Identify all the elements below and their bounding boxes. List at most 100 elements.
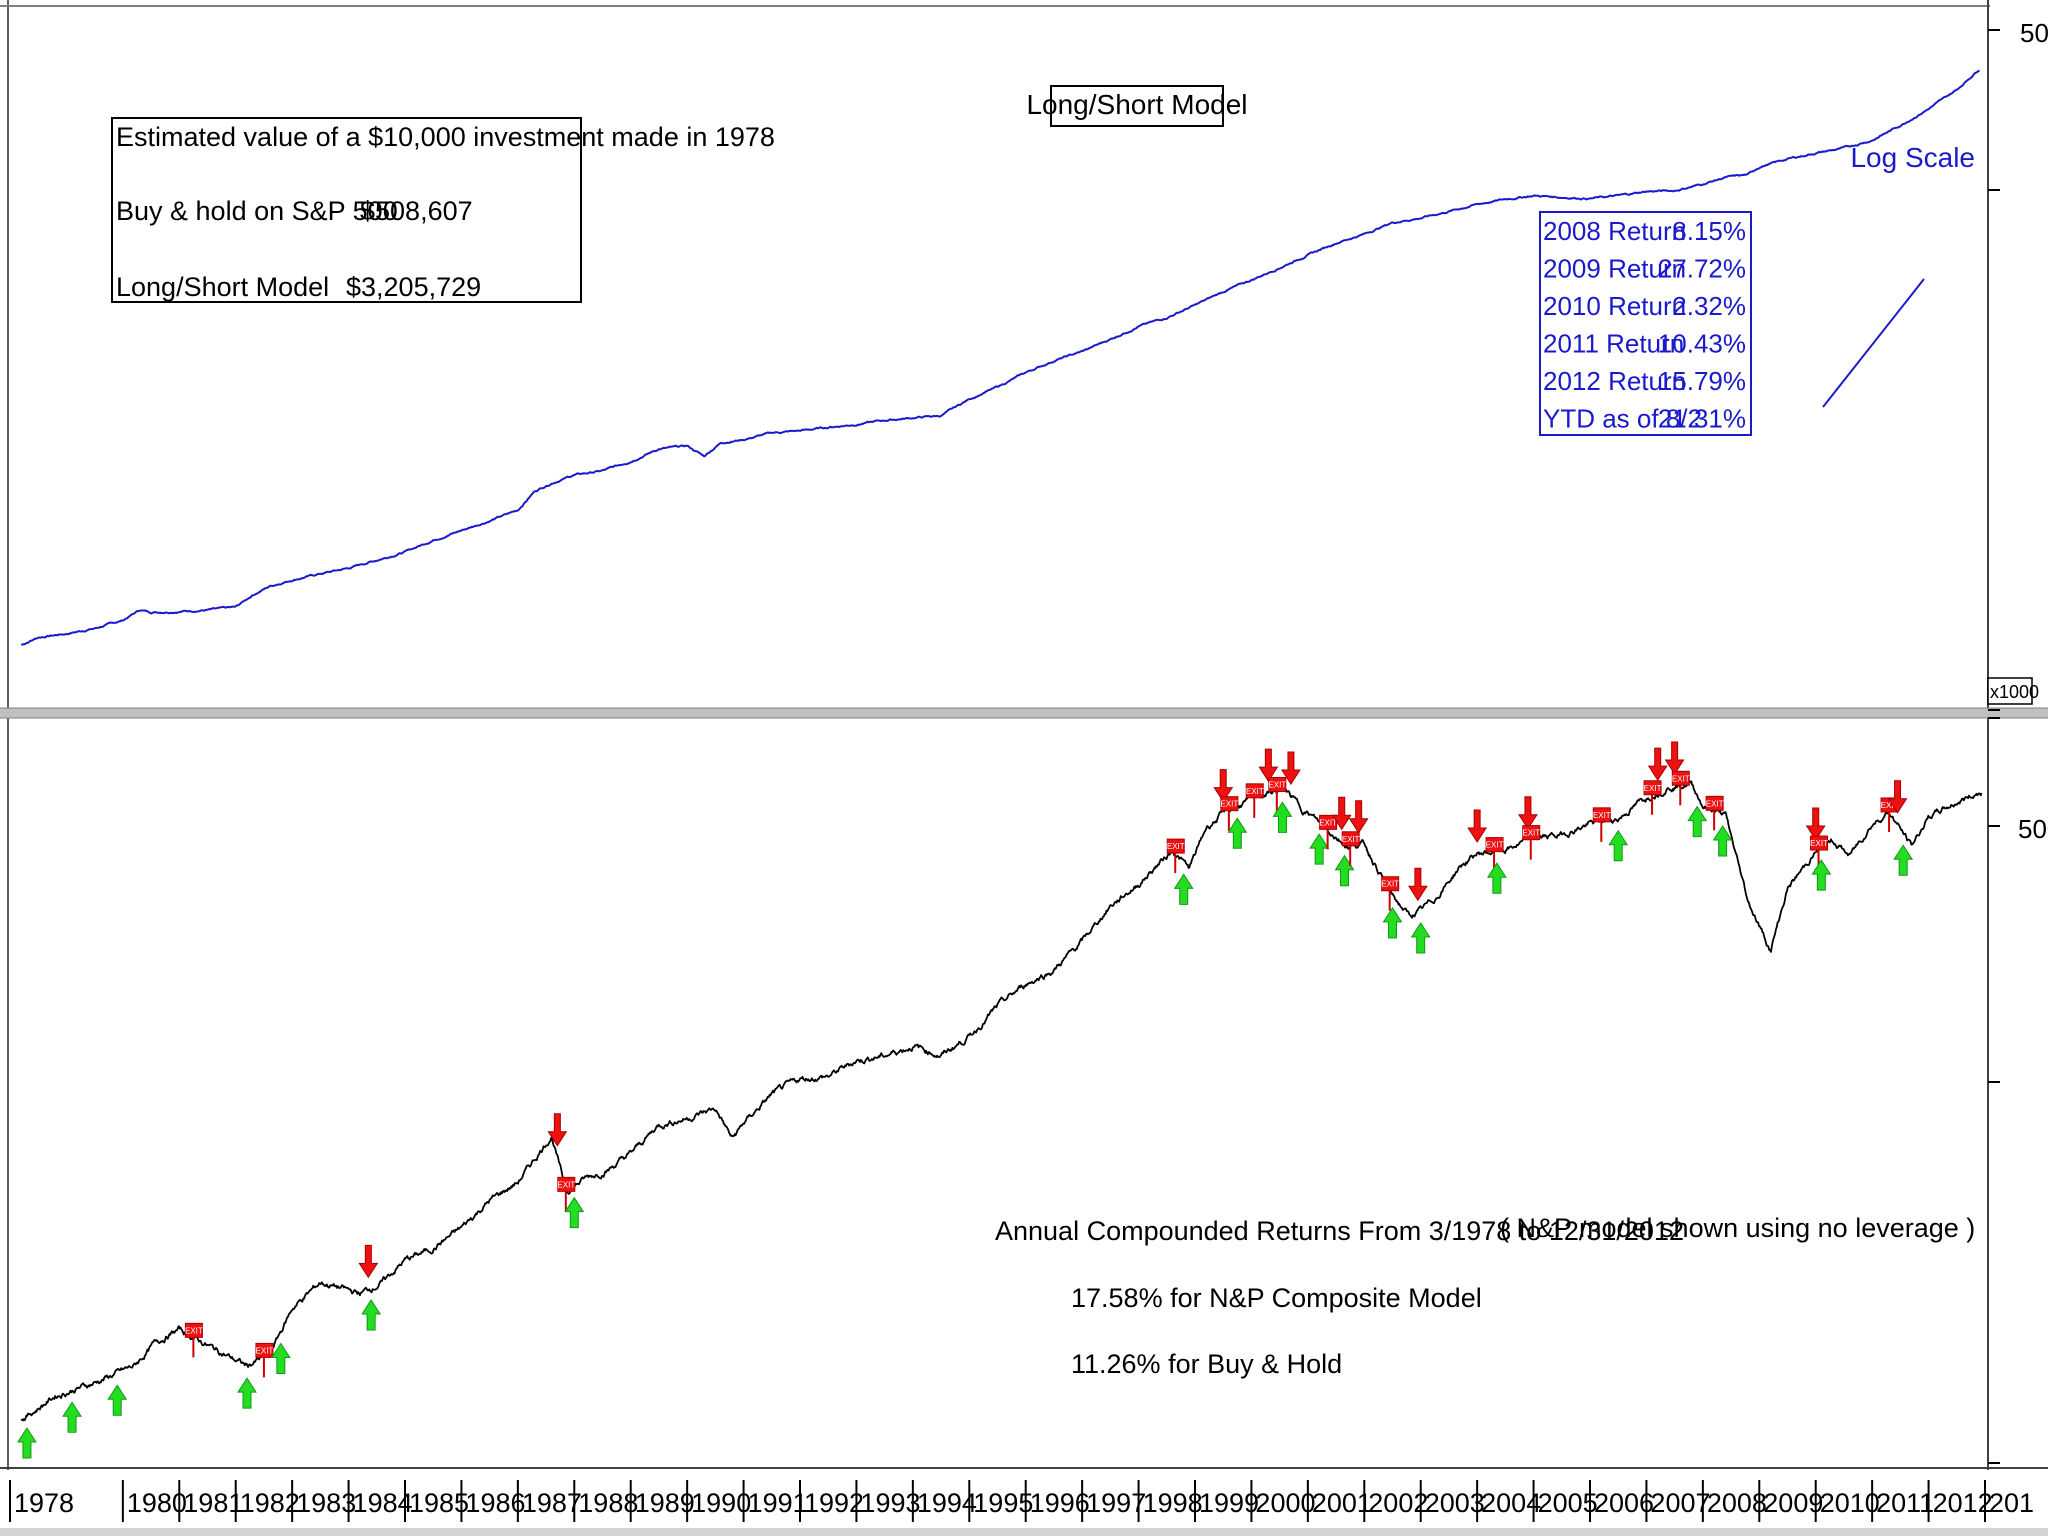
buy-hold-label: Buy & hold on S&P 500 (116, 196, 398, 226)
x-tick-label-2000: 2000 (1255, 1488, 1315, 1518)
buy-signal-arrow-16 (1227, 817, 1248, 849)
investment-box (111, 117, 582, 303)
exit-flag-label-3: EXIT (185, 1326, 203, 1335)
exit-flag-36 (1522, 825, 1541, 841)
exit-flag-23 (1319, 814, 1338, 830)
exit-flag-15 (1220, 796, 1239, 812)
top-pane: 5000 x1000 Long/Short Model Log Scale Es… (20, 18, 2048, 711)
exit-flag-label-42: EXIT (1672, 774, 1690, 783)
long-short-value: $3,205,729 (346, 272, 481, 302)
log-scale-label: Log Scale (1850, 142, 1975, 173)
x-tick-label-1984: 1984 (353, 1488, 413, 1518)
exit-flag-12 (1166, 838, 1185, 854)
x-tick-label-2001: 2001 (1312, 1488, 1372, 1518)
bottom-y-ticks (1988, 717, 2000, 1464)
buy-signal-arrow-11 (564, 1196, 585, 1229)
buy-signal-arrow-31 (1410, 922, 1431, 954)
buy-signal-arrow-13 (1173, 873, 1194, 905)
exit-flag-10 (557, 1176, 576, 1192)
exit-flag-33 (1485, 837, 1504, 853)
x-tick-label-1994: 1994 (917, 1488, 977, 1518)
multiplier-box (1987, 677, 2033, 705)
buy-signal-arrow-2 (107, 1384, 128, 1416)
buy-signal-arrow-25 (1334, 854, 1355, 887)
x-tick-label-1978: 1978 (14, 1488, 74, 1518)
sell-signal-arrow-18 (1258, 748, 1279, 783)
sell-signal-arrow-14 (1213, 769, 1234, 803)
buy-signal-arrow-38 (1608, 829, 1629, 862)
exit-flag-28 (1381, 876, 1400, 892)
x-tick-label-1980: 1980 (127, 1488, 187, 1518)
exit-flag-label-44: EXIT (1706, 799, 1724, 808)
x-tick-label-2003: 2003 (1425, 1488, 1485, 1518)
returns-row-label: 2010 Return (1543, 291, 1686, 321)
exit-flag-5 (255, 1342, 274, 1358)
exit-flag-label-5: EXIT (256, 1346, 274, 1355)
sp500-line (20, 780, 1983, 1422)
long-short-model-line (20, 69, 1980, 646)
exit-flag-44 (1705, 795, 1724, 811)
returns-row-value: 8.15% (1672, 216, 1746, 246)
exit-flag-3 (184, 1322, 203, 1338)
returns-row-value: 15.79% (1658, 366, 1746, 396)
exit-flag-label-26: EXIT (1342, 835, 1360, 844)
exit-flag-label-23: EXIT (1319, 818, 1337, 827)
sell-signal-arrow-41 (1664, 741, 1685, 775)
x-tick-label-1983: 1983 (296, 1488, 356, 1518)
buy-signal-arrow-48 (1811, 859, 1832, 891)
exit-flag-37 (1592, 807, 1611, 823)
signal-markers: EXIT EXIT EXIT EXIT EXIT EXIT EXIT EXIT EXIT EXIT… (17, 741, 1914, 1459)
x-tick-label-1993: 1993 (860, 1488, 920, 1518)
exit-flag-label-37: EXIT (1593, 811, 1611, 820)
pane-divider[interactable] (0, 708, 2048, 718)
x-tick-label-1985: 1985 (409, 1488, 469, 1518)
chart-title: Long/Short Model (1026, 89, 1247, 120)
returns-row-label: YTD as of 8/2 (1543, 404, 1702, 434)
buy-signal-arrow-34 (1486, 862, 1507, 894)
exit-flag-26 (1341, 831, 1360, 847)
long-short-label: Long/Short Model (116, 272, 329, 302)
sell-signal-arrow-40 (1647, 747, 1668, 782)
exit-flag-42 (1671, 770, 1690, 786)
y-tick-label-500: 500 (2018, 814, 2048, 844)
x-tick-label-2010: 2010 (1820, 1488, 1880, 1518)
exit-flag-label-49: EXIT (1881, 801, 1899, 810)
returns-row-value: 27.72% (1658, 254, 1746, 284)
exit-flag-19 (1268, 776, 1287, 792)
sell-signal-arrow-50 (1887, 780, 1908, 814)
buy-signal-arrow-0 (17, 1427, 37, 1459)
x-tick-label-1981: 1981 (183, 1488, 243, 1518)
exit-flag-label-36: EXIT (1522, 829, 1540, 838)
buy-signal-arrow-51 (1893, 844, 1914, 876)
annotation-buy-hold-return: 11.26% for Buy & Hold (1071, 1349, 1342, 1379)
exit-flag-label-39: EXIT (1644, 784, 1662, 793)
y-tick-label-5000: 5000 (2020, 18, 2048, 48)
buy-signal-arrow-45 (1712, 825, 1733, 857)
y-multiplier-label: x1000 (1990, 682, 2039, 702)
sell-signal-arrow-32 (1467, 809, 1488, 843)
x-tick-label-1990: 1990 (691, 1488, 751, 1518)
x-tick-label-2004: 2004 (1481, 1488, 1541, 1518)
exit-flag-label-17: EXIT (1246, 787, 1264, 796)
scrollbar-track[interactable] (0, 1528, 2048, 1536)
returns-row-label: 2011 Return (1543, 329, 1684, 359)
x-tick-label-1987: 1987 (522, 1488, 582, 1518)
annotation-leverage-note: ( N&P model shown using no leverage ) (1500, 1213, 1975, 1243)
exit-flag-47 (1810, 835, 1829, 851)
buy-signal-arrow-8 (361, 1299, 382, 1331)
exit-flag-label-10: EXIT (557, 1180, 575, 1189)
returns-row-value: 21.31% (1658, 404, 1746, 434)
x-tick-label-1986: 1986 (465, 1488, 525, 1518)
exit-flag-label-33: EXIT (1486, 841, 1504, 850)
buy-signal-arrow-1 (62, 1401, 82, 1433)
trend-decoration-line (1822, 278, 1925, 408)
sell-signal-arrow-7 (358, 1244, 379, 1279)
exit-flag-label-47: EXIT (1810, 839, 1828, 848)
exit-flag-label-19: EXIT (1268, 780, 1286, 789)
returns-row-value: 10.43% (1658, 329, 1746, 359)
sell-signal-arrow-46 (1805, 807, 1826, 841)
returns-row-label: 2008 Return (1543, 216, 1686, 246)
annotation-model-return: 17.58% for N&P Composite Model (1071, 1283, 1482, 1313)
